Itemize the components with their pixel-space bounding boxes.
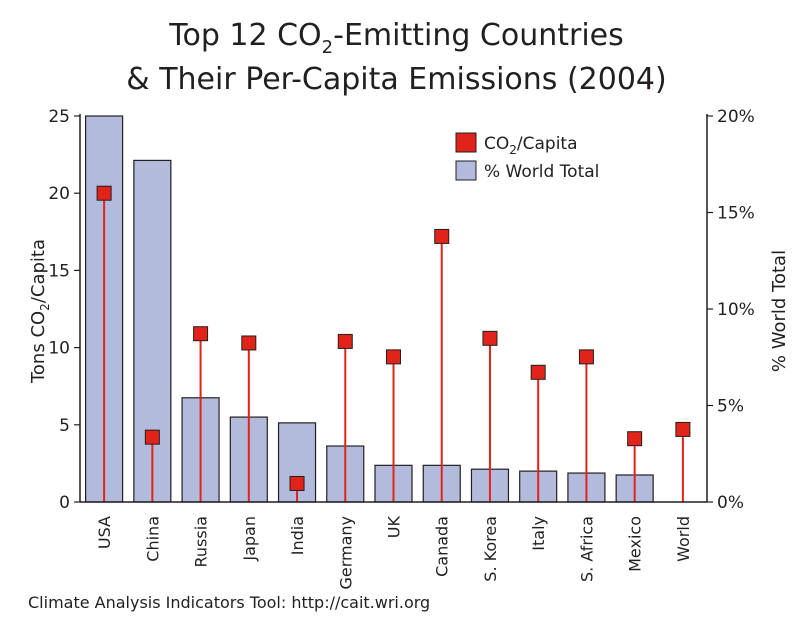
left-axis-ticks: 0 5 10 15 20 25 [48,107,80,513]
left-tick-label: 20 [48,184,70,204]
marker-china [144,429,160,445]
right-axis-ticks: 0% 5% 10% 15% 20% [707,107,755,513]
marker-usa [96,185,112,201]
category-label: S. Africa [577,516,596,582]
marker-canada [434,228,450,244]
legend-label-co2-capita: CO2/Capita [484,134,578,157]
right-tick-label: 5% [717,397,744,417]
chart-plot: 0 5 10 15 20 25 0% 5% 10% 15% 20% USA China Russia J… [28,107,790,590]
marker-germany [337,333,353,349]
marker-mexico [627,431,643,447]
legend: CO2/Capita % World Total [455,132,599,182]
marker-s-africa [578,349,594,365]
left-tick-label: 0 [59,493,70,513]
title-line-1: Top 12 CO2-Emitting Countries [0,16,793,60]
right-tick-label: 15% [717,204,755,224]
lollipop-markers [96,185,691,491]
category-label: Italy [529,516,548,551]
category-label: Russia [192,516,211,567]
category-label: S. Korea [481,516,500,582]
category-label: World [674,516,693,562]
legend-swatch-world-total [455,160,477,181]
category-label: Canada [433,516,452,577]
category-label: Japan [240,516,259,562]
marker-s-korea [482,330,498,346]
title-text-b: -Emitting Countries [333,18,624,53]
left-tick-label: 5 [59,416,70,436]
title-text-a: Top 12 CO [169,18,322,53]
marker-world [675,421,691,437]
source-credit: Climate Analysis Indicators Tool: http:/… [28,593,431,612]
marker-india [289,475,305,491]
category-label: Mexico [626,516,645,572]
legend-label-world-total: % World Total [484,162,599,182]
category-label: USA [95,516,114,549]
right-tick-label: 10% [717,300,755,320]
lollipop-stems [103,193,684,502]
right-tick-label: 20% [717,107,755,127]
legend-swatch-co2-capita [455,132,477,153]
category-labels: USA China Russia Japan India Germany UK Canada S… [95,515,693,589]
chart-title: Top 12 CO2-Emitting Countries & Their Pe… [0,16,793,100]
y-axis-label-right: % World Total [769,250,790,372]
left-tick-label: 25 [48,107,70,127]
axes [79,114,708,503]
category-label: China [143,516,162,562]
marker-japan [241,335,257,351]
right-tick-label: 0% [717,493,744,513]
marker-russia [193,326,209,342]
category-label: Germany [336,516,355,590]
category-label: India [288,516,307,555]
left-tick-label: 15 [48,261,70,281]
marker-italy [530,364,546,380]
title-line-2: & Their Per-Capita Emissions (2004) [126,62,667,97]
y-axis-label-left: Tons CO2/Capita [28,239,52,384]
category-label: UK [385,515,404,538]
title-subscript: 2 [321,37,334,58]
left-tick-label: 10 [48,339,70,359]
marker-uk [386,349,401,365]
